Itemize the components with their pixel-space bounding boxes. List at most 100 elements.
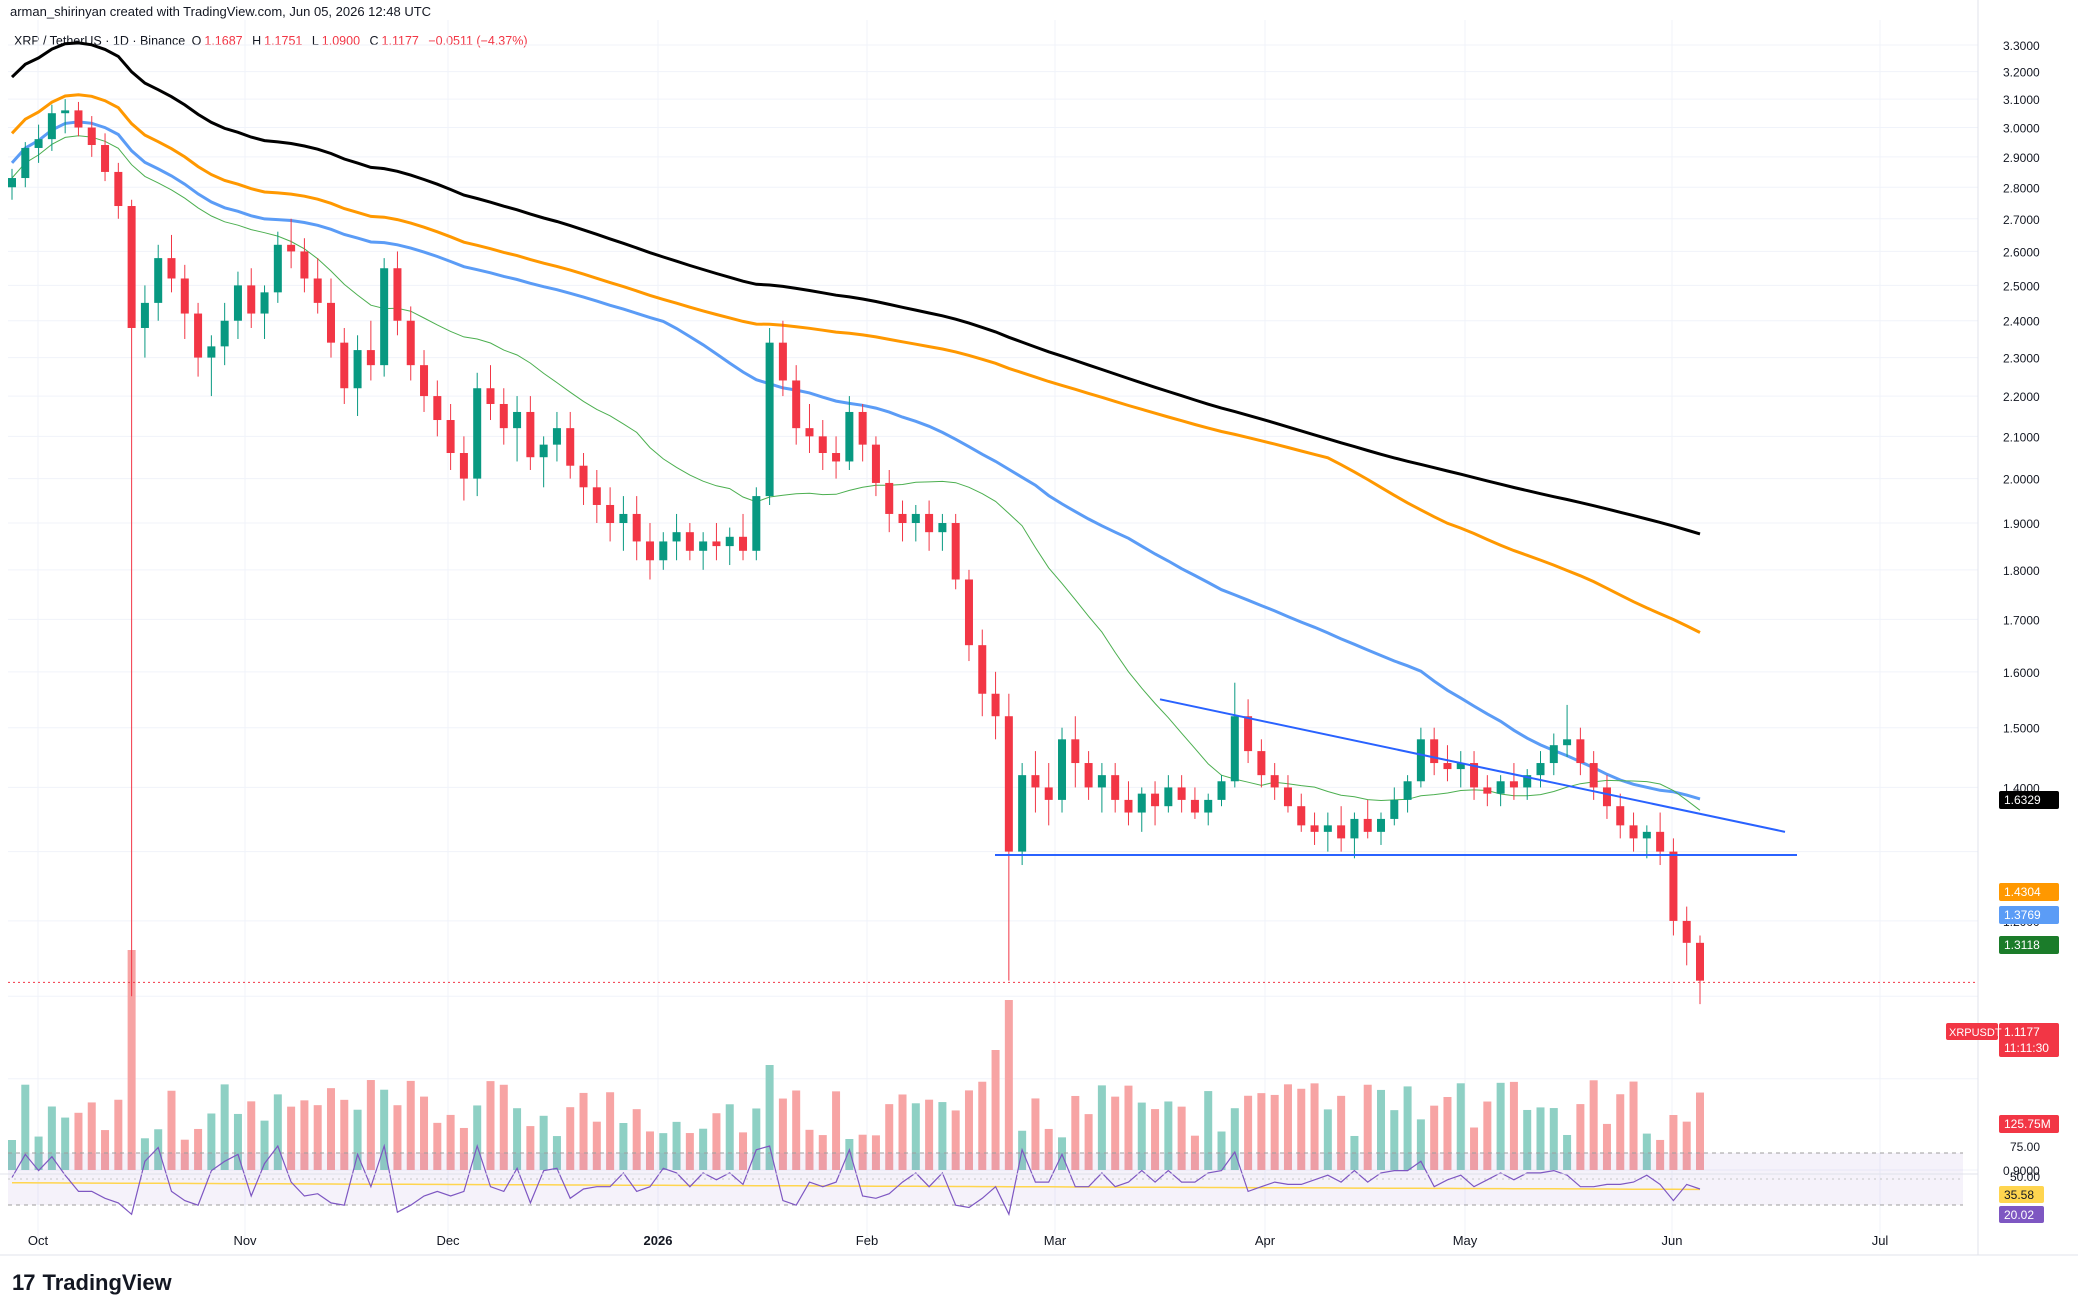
volume-bar [140, 1138, 149, 1170]
rsi-value-label: 20.02 [2004, 1208, 2034, 1222]
rsi-band [8, 1153, 1963, 1205]
resistance-trendline [1159, 698, 1786, 833]
volume-bar [818, 1135, 827, 1170]
candle-body [21, 147, 30, 179]
candle-body [1044, 787, 1053, 800]
candle-body [300, 251, 309, 279]
volume-bar [1204, 1091, 1213, 1170]
candle-body [380, 268, 389, 366]
volume-bar [61, 1117, 70, 1170]
price-tick-label: 3.3000 [2003, 39, 2040, 53]
candle-body [8, 178, 16, 188]
candle-body [1403, 781, 1412, 800]
rsi-value-box [1999, 1186, 2044, 1203]
candle-body [459, 453, 468, 479]
candle-body [1576, 739, 1585, 764]
volume-bar [1377, 1089, 1386, 1170]
volume-bar [74, 1112, 83, 1170]
candle-body [712, 541, 721, 547]
candle-body [1071, 739, 1080, 764]
volume-bar [978, 1081, 987, 1170]
rsi-value-label: 35.58 [2004, 1188, 2034, 1202]
price-label-box [1999, 1115, 2059, 1133]
candle-body [778, 342, 787, 381]
candle-body [353, 350, 362, 389]
price-tick-label: 2.1000 [2003, 430, 2040, 444]
volume-bar [1310, 1083, 1319, 1170]
candle-body [1111, 775, 1120, 800]
volume-bar [805, 1129, 814, 1170]
price-tick-label: 2.8000 [2003, 181, 2040, 195]
price-tick-label: 1.9000 [2003, 517, 2040, 531]
volume-bar [1682, 1121, 1691, 1170]
candle-body [47, 113, 56, 140]
ma50-line [10, 120, 1701, 801]
volume-bar [513, 1108, 522, 1170]
volume-bar [911, 1103, 920, 1170]
volume-bar [154, 1129, 163, 1170]
volume-bar [406, 1080, 415, 1170]
volume-bar [1443, 1096, 1452, 1170]
price-tick-label: 2.9000 [2003, 151, 2040, 165]
candle-body [1496, 781, 1505, 794]
volume-bar [167, 1090, 176, 1170]
volume-bar [393, 1105, 402, 1170]
rsi-panel [8, 1143, 1963, 1217]
price-axis: 3.3000 3.2000 3.1000 3.0000 2.9000 2.8000 2.70… [2003, 39, 2040, 1184]
volume-bar [526, 1126, 535, 1170]
volume-bar [1137, 1102, 1146, 1170]
candle-body [287, 244, 296, 252]
price-tick-label: 3.2000 [2003, 66, 2040, 80]
symbol-label: XRPUSDT [1949, 1027, 2002, 1039]
candle-body [446, 420, 455, 454]
candle-body [1217, 781, 1226, 800]
price-label-value: 1.3769 [2004, 908, 2041, 922]
candle-body [938, 523, 947, 533]
candle-body [1257, 751, 1266, 776]
volume-bar [1283, 1084, 1292, 1170]
volume-bar [1004, 1000, 1013, 1170]
candle-body [326, 302, 335, 343]
candle-body [1523, 775, 1532, 788]
volume-bar [1257, 1093, 1266, 1170]
price-tick-label: 3.0000 [2003, 122, 2040, 136]
candle-body [486, 388, 495, 404]
volume-bar [1177, 1106, 1186, 1170]
candle-body [1616, 806, 1625, 826]
volume-bar [645, 1131, 654, 1170]
candle-body [1124, 799, 1133, 813]
volume-bar [539, 1115, 548, 1170]
candle-body [539, 444, 548, 458]
volume-bar [194, 1128, 203, 1170]
tradingview-logo-icon: 17 [12, 1270, 36, 1295]
volume-bar [459, 1127, 468, 1170]
volume-bar [1416, 1119, 1425, 1170]
candle-body [260, 292, 269, 314]
candle-body [1589, 763, 1598, 788]
volume-bar [1230, 1108, 1239, 1170]
candle-body [1283, 787, 1292, 807]
volume-bar [1403, 1086, 1412, 1170]
candle-body [619, 513, 628, 524]
time-tick-label: 2026 [644, 1233, 673, 1248]
candle-body [951, 523, 960, 580]
volume-bar [1084, 1114, 1093, 1170]
price-tick-label: 3.1000 [2003, 93, 2040, 107]
time-axis: Oct Nov Dec 2026 Feb Mar Apr May Jun Jul [28, 1233, 1889, 1248]
candle-body [101, 145, 110, 172]
volume-bar [1496, 1082, 1505, 1170]
volume-bar [765, 1065, 774, 1170]
candle-body [473, 388, 482, 479]
tradingview-brand[interactable]: 17 TradingView [12, 1270, 172, 1296]
volume-bar [964, 1090, 973, 1170]
volume-bar [925, 1099, 934, 1170]
candle-body [194, 313, 203, 358]
candle-body [420, 365, 429, 397]
volume-bar [247, 1101, 256, 1170]
candle-body [1084, 763, 1093, 788]
volume-bar [87, 1102, 96, 1170]
candle-body [845, 411, 854, 462]
candle-body [140, 302, 149, 328]
candles [8, 99, 1704, 1005]
